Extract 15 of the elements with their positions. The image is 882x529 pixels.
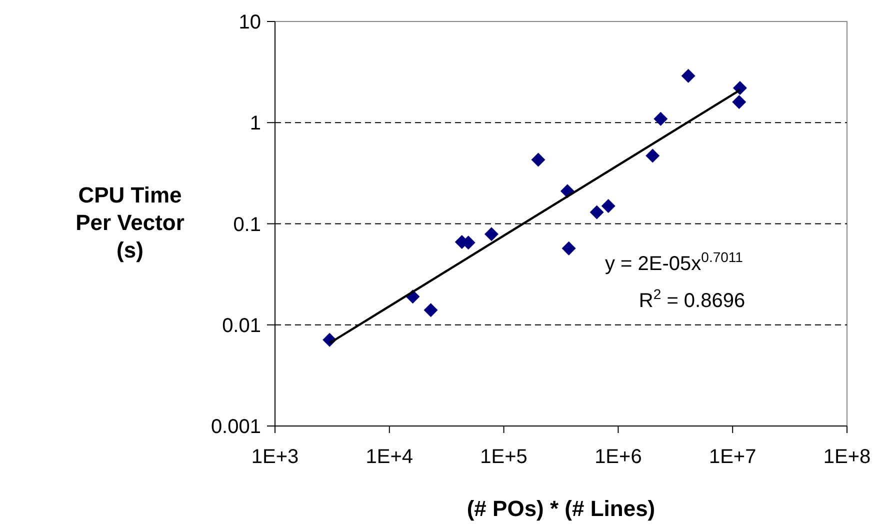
x-tick-label: 1E+3 — [251, 446, 299, 468]
x-tick-label: 1E+5 — [480, 446, 528, 468]
y-tick-label: 0.01 — [222, 314, 261, 337]
x-axis-title: (# POs) * (# Lines) — [466, 496, 656, 521]
y-tick-label: 1 — [250, 112, 261, 135]
y-tick-label: 0.1 — [233, 214, 261, 236]
y-tick-label: 10 — [238, 12, 261, 34]
y-tick-label: 0.001 — [210, 416, 261, 438]
x-tick-label: 1E+6 — [594, 446, 642, 468]
x-tick-label: 1E+8 — [823, 446, 871, 468]
x-tick-label: 1E+7 — [708, 446, 756, 468]
x-tick-label: 1E+4 — [366, 446, 414, 468]
annotation: y = 2E-05x$^{0.7011}$ — [605, 249, 744, 275]
y-axis-title: CPU Time Per Vector (s) — [76, 182, 185, 263]
annotation: R$^{2}$ = 0.8696 — [638, 286, 746, 312]
